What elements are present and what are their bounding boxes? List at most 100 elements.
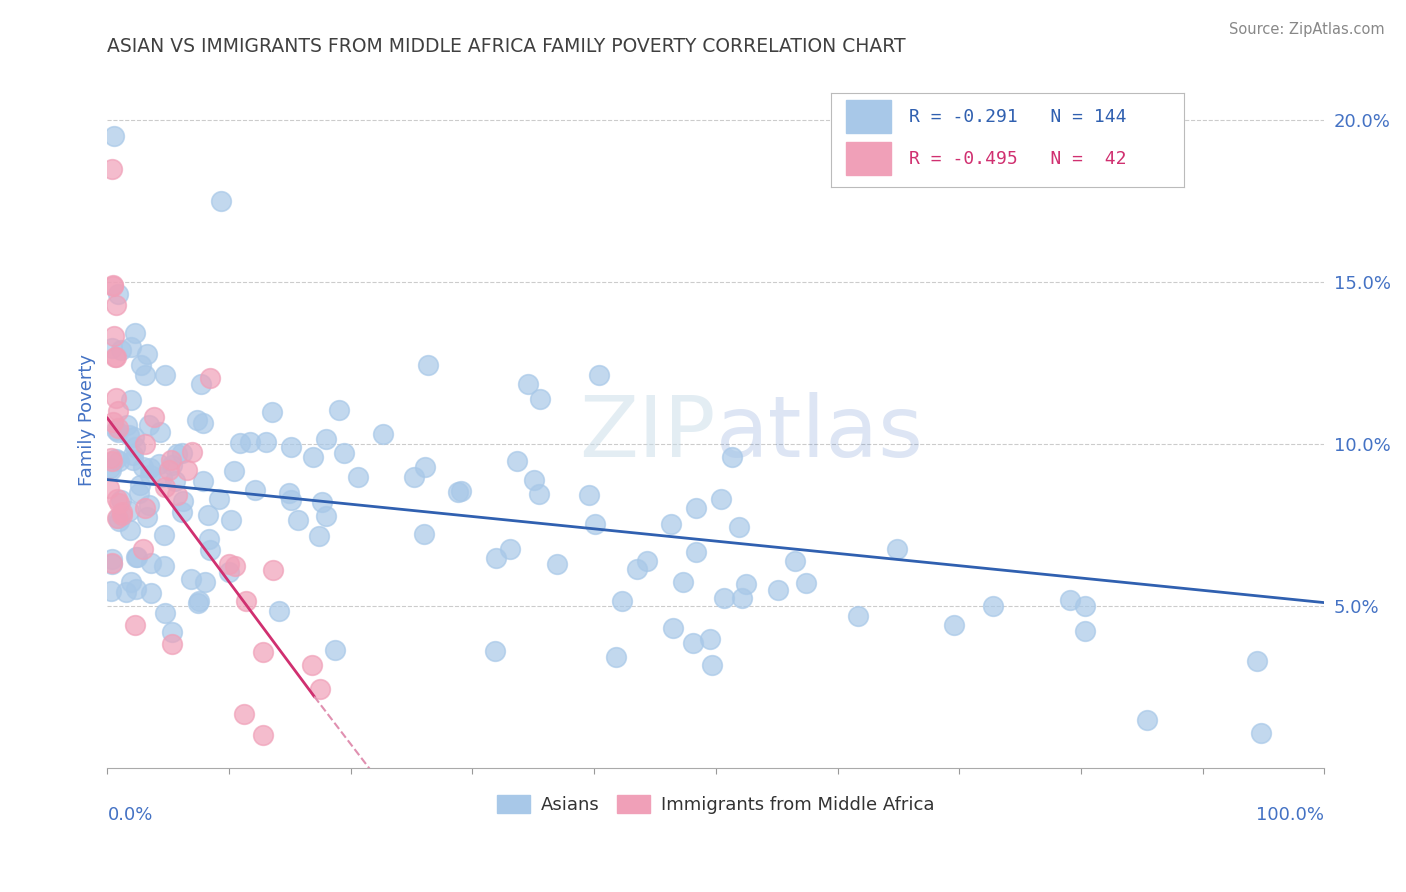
Point — [160, 453, 183, 467]
Point — [728, 520, 751, 534]
Point — [583, 516, 606, 531]
Point — [484, 643, 506, 657]
Text: ASIAN VS IMMIGRANTS FROM MIDDLE AFRICA FAMILY POVERTY CORRELATION CHART: ASIAN VS IMMIGRANTS FROM MIDDLE AFRICA F… — [107, 37, 905, 56]
Point — [107, 287, 129, 301]
Point — [218, 557, 240, 571]
Point — [103, 329, 125, 343]
Point — [118, 428, 141, 442]
Point — [605, 650, 627, 665]
Point — [578, 488, 600, 502]
Point — [110, 343, 132, 357]
Point — [128, 486, 150, 500]
Point — [134, 437, 156, 451]
Point — [794, 576, 817, 591]
Point — [100, 463, 122, 477]
Point — [262, 563, 284, 577]
Point — [315, 432, 337, 446]
Point — [685, 500, 707, 515]
Point — [118, 504, 141, 518]
Point — [162, 458, 184, 472]
Point — [191, 416, 214, 430]
Point — [139, 461, 162, 475]
Point — [104, 451, 127, 466]
Point — [506, 453, 529, 467]
Point — [166, 488, 188, 502]
Point — [125, 550, 148, 565]
Point — [132, 460, 155, 475]
Point — [588, 368, 610, 383]
Point — [450, 484, 472, 499]
Point — [186, 413, 208, 427]
Point — [1136, 713, 1159, 727]
Point — [141, 556, 163, 570]
Point — [252, 728, 274, 742]
Point — [485, 551, 508, 566]
Point — [100, 450, 122, 465]
Point — [311, 495, 333, 509]
Point — [118, 523, 141, 537]
Point — [101, 556, 124, 570]
Point — [114, 584, 136, 599]
Point — [134, 368, 156, 382]
Point — [252, 645, 274, 659]
Point — [301, 450, 323, 464]
Point — [710, 491, 733, 506]
Point — [153, 559, 176, 574]
Point — [682, 636, 704, 650]
Point — [943, 617, 966, 632]
Point — [235, 594, 257, 608]
Point — [136, 510, 159, 524]
Point — [101, 552, 124, 566]
Point — [308, 529, 330, 543]
Point — [700, 658, 723, 673]
Point — [416, 358, 439, 372]
Point — [111, 508, 134, 523]
Point — [105, 511, 128, 525]
Point — [172, 445, 194, 459]
Point — [347, 470, 370, 484]
Point — [546, 557, 568, 571]
Point — [105, 492, 128, 507]
Point — [150, 470, 173, 484]
Point — [107, 425, 129, 439]
Point — [224, 559, 246, 574]
Point — [626, 562, 648, 576]
Point — [527, 487, 550, 501]
Point — [120, 574, 142, 589]
Point — [280, 493, 302, 508]
Point — [198, 371, 221, 385]
Point — [260, 405, 283, 419]
Text: Source: ZipAtlas.com: Source: ZipAtlas.com — [1229, 22, 1385, 37]
Point — [136, 347, 159, 361]
Point — [197, 508, 219, 522]
Point — [1250, 726, 1272, 740]
Legend: Asians, Immigrants from Middle Africa: Asians, Immigrants from Middle Africa — [491, 788, 942, 822]
Point — [191, 474, 214, 488]
Point — [734, 577, 756, 591]
Point — [176, 463, 198, 477]
Point — [107, 514, 129, 528]
Point — [138, 498, 160, 512]
Point — [415, 460, 437, 475]
Point — [105, 424, 128, 438]
Point — [328, 403, 350, 417]
Y-axis label: Family Poverty: Family Poverty — [79, 354, 96, 486]
Text: atlas: atlas — [716, 392, 924, 475]
Point — [100, 584, 122, 599]
Text: 100.0%: 100.0% — [1257, 806, 1324, 824]
Point — [981, 599, 1004, 613]
Point — [413, 527, 436, 541]
Point — [166, 447, 188, 461]
Point — [101, 279, 124, 293]
Point — [198, 543, 221, 558]
Point — [143, 409, 166, 424]
Point — [153, 606, 176, 620]
Point — [713, 591, 735, 605]
Point — [672, 574, 695, 589]
Point — [124, 440, 146, 454]
Point — [101, 454, 124, 468]
Point — [768, 582, 790, 597]
Point — [309, 681, 332, 696]
Point — [886, 541, 908, 556]
Point — [139, 467, 162, 482]
